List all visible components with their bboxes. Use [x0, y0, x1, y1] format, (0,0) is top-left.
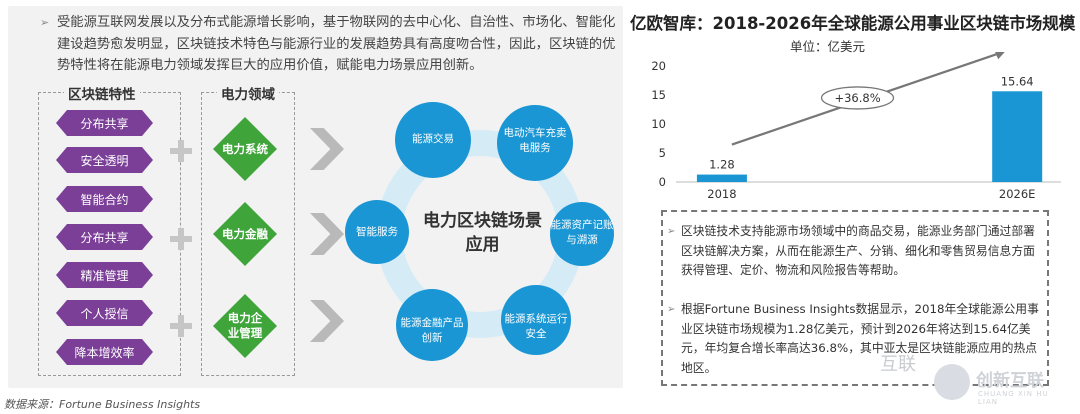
hub-node-smart-service: 智能服务 — [356, 226, 398, 238]
features-title: 区块链特性 — [64, 83, 140, 103]
feature-item-cost-efficiency: 降本增效率 — [56, 339, 153, 365]
hub-node-circle — [396, 289, 468, 361]
watermark-brand: 创新互联 — [976, 371, 1044, 391]
watermark-logo: 创新互联 CHUANG XIN HU LIAN — [930, 360, 1070, 406]
feature-item-precise-management: 精准管理 — [56, 262, 153, 288]
power-field-label: 电力系统 — [222, 141, 268, 156]
power-field-finance: 电力金融 — [213, 202, 277, 266]
power-fields-title: 电力领域 — [217, 83, 279, 103]
hub-node-energy-trade: 能源交易 — [412, 133, 454, 145]
bullet-triangle-icon: ➢ — [667, 304, 676, 315]
watermark-logo-icon — [934, 364, 970, 400]
power-field-enterprise: 电力企业管理 — [213, 294, 277, 358]
note-paragraph: ➢ 根据Fortune Business Insights数据显示，2018年全… — [667, 300, 1041, 378]
power-field-label: 电力企业管理 — [227, 311, 263, 340]
y-tick-label: 20 — [651, 59, 666, 73]
y-tick-label: 0 — [659, 175, 666, 189]
hub-title: 电力区块链场景应用 — [423, 211, 542, 255]
feature-item-secure-transparent: 安全透明 — [56, 147, 153, 173]
hub-node-system-security: 能源系统运行安全 — [504, 313, 568, 340]
growth-rate-ellipse — [820, 86, 895, 110]
chart-annotation-group: +36.8% — [731, 52, 1005, 146]
hub-node-circle — [497, 105, 573, 181]
x-tick-label: 2018 — [707, 187, 736, 201]
notes-box: ➢ 区块链技术支持能源市场领域中的商品交易，能源业务部门通过部署区块链解决方案，… — [661, 210, 1049, 386]
plus-icon — [170, 228, 192, 250]
hub-node-ev-charging: 电动汽车充卖电服务 — [503, 127, 567, 154]
bullet-triangle-icon: ➢ — [40, 16, 50, 29]
watermark-overlay-text: 互联 — [880, 354, 916, 375]
data-source: 数据来源：Fortune Business Insights — [4, 398, 201, 411]
plus-icon — [170, 140, 192, 162]
y-tick-label: 5 — [659, 146, 666, 160]
note-text: 根据Fortune Business Insights数据显示，2018年全球能… — [681, 302, 1039, 375]
plus-icon — [170, 315, 192, 337]
bar-2018 — [696, 174, 747, 182]
hub-node-circle — [550, 202, 614, 266]
bullet-triangle-icon: ➢ — [667, 226, 676, 237]
feature-item-personal-credit: 个人授信 — [56, 300, 153, 326]
growth-rate-label: +36.8% — [834, 91, 880, 105]
power-field-system: 电力系统 — [213, 117, 277, 181]
note-text: 区块链技术支持能源市场领域中的商品交易，能源业务部门通过部署区块链解决方案，从而… — [681, 224, 1035, 277]
intro-paragraph: ➢ 受能源互联网发展以及分布式能源增长影响，基于物联网的去中心化、自治性、市场化… — [40, 12, 617, 77]
feature-item-distributed-share: 分布共享 — [56, 110, 153, 136]
intro-text: 受能源互联网发展以及分布式能源增长影响，基于物联网的去中心化、自治性、市场化、智… — [57, 15, 616, 73]
bar-2026E — [992, 91, 1043, 182]
feature-item-smart-contract: 智能合约 — [56, 186, 153, 212]
hub-node-asset-tracing: 能源资产记账与溯源 — [550, 219, 614, 246]
watermark-pinyin: CHUANG XIN HU LIAN — [978, 390, 1049, 406]
bar-value-label: 1.28 — [709, 158, 735, 172]
hub-node-circle — [501, 285, 571, 355]
hub-node-circle — [395, 102, 471, 178]
x-tick-label: 2026E — [999, 187, 1036, 201]
chart-unit: 单位：亿美元 — [790, 39, 866, 54]
hub-node-circle — [345, 200, 409, 264]
hub-node-finance-innovation: 能源金融产品创新 — [400, 317, 464, 344]
bar-value-label: 15.64 — [1001, 74, 1034, 88]
hub-diagram — [345, 102, 614, 361]
feature-item-distributed-share-2: 分布共享 — [56, 224, 153, 250]
y-tick-label: 10 — [651, 117, 666, 131]
power-field-label: 电力金融 — [222, 226, 268, 241]
chart-bars: 1.28 2018 15.64 2026E — [696, 74, 1043, 201]
growth-arrow-head-icon — [995, 52, 1005, 60]
bar-chart: 0 5 10 15 20 1.28 2018 15.64 2026E +36.8% — [651, 52, 1061, 201]
chart-title: 亿欧智库：2018-2026年全球能源公用事业区块链市场规模 — [630, 14, 1076, 33]
note-paragraph: ➢ 区块链技术支持能源市场领域中的商品交易，能源业务部门通过部署区块链解决方案，… — [667, 222, 1041, 281]
y-tick-label: 15 — [651, 88, 666, 102]
